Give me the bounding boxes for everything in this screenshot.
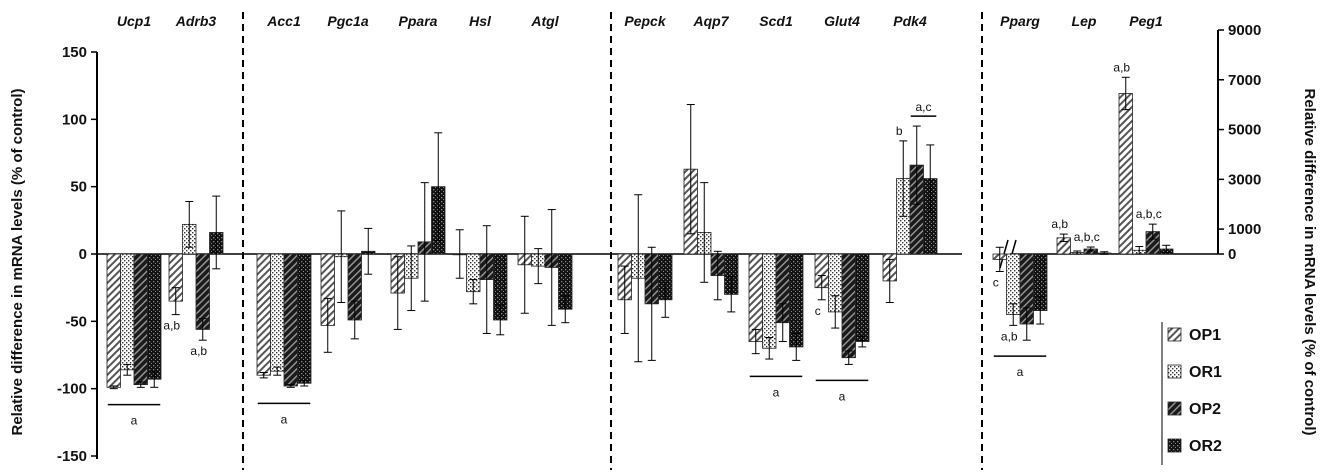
significance-label: a,c — [915, 100, 931, 114]
bar-Acc1-OP2 — [283, 253, 298, 387]
y-tick-right-label: 9000 — [1228, 22, 1261, 39]
significance-label: a,b — [1001, 329, 1018, 343]
legend-swatch — [1167, 401, 1182, 416]
bar-Glut4-OP2 — [841, 253, 856, 359]
gene-label: Pparg — [1000, 13, 1040, 29]
gene-label: Atgl — [530, 13, 559, 29]
legend-label: OP2 — [1189, 401, 1221, 418]
significance-label: a,b — [163, 319, 180, 333]
bar-Scd1-OP1 — [748, 253, 763, 342]
group-bracket-label: a — [773, 385, 780, 399]
bar-Acc1-OR1 — [270, 253, 285, 372]
group-bracket-label: a — [131, 414, 138, 428]
y-tick-left-label: 0 — [79, 246, 87, 263]
axes — [91, 12, 1224, 470]
significance-label: a,b — [1113, 60, 1130, 74]
gene-label: Pdk4 — [893, 13, 927, 29]
y-tick-right-label: 0 — [1228, 246, 1236, 263]
legend-label: OR2 — [1189, 438, 1222, 455]
legend-swatch — [1167, 327, 1182, 342]
legend-label: OP1 — [1189, 327, 1221, 344]
group-bracket-label: a — [839, 389, 846, 403]
bar-Acc1-OR2 — [297, 253, 312, 384]
gene-label: Scd1 — [759, 13, 793, 29]
bar-Glut4-OR2 — [855, 253, 870, 342]
significance-label: c — [993, 276, 999, 290]
y-tick-left-label: -50 — [65, 313, 87, 330]
y-tick-right-label: 5000 — [1228, 122, 1261, 139]
labels: 150 100 50 0 -50 -100 -150 9000 7000 5000 3000 1000… — [9, 13, 1318, 465]
legend: OP1 OR1 OP2 OR2 — [1161, 322, 1222, 465]
y-tick-right-label: 1000 — [1228, 221, 1261, 238]
gene-label: Hsl — [469, 13, 492, 29]
bar-Ucp1-OR1 — [120, 253, 135, 371]
bar-Ucp1-OP2 — [133, 253, 148, 386]
significance-label: c — [815, 304, 821, 318]
group-bracket-label: a — [281, 412, 288, 426]
gene-label: Glut4 — [824, 13, 860, 29]
y-axis-left-title: Relative difference in mRNA levels (% of… — [9, 88, 26, 435]
significance-label: a,b — [1051, 217, 1068, 231]
y-tick-left-label: 100 — [62, 111, 87, 128]
y-tick-left-label: 150 — [62, 44, 87, 61]
significance-label: a,b — [190, 344, 207, 358]
gene-label: Acc1 — [266, 13, 301, 29]
bars — [106, 76, 1174, 390]
legend-label: OR1 — [1189, 364, 1222, 381]
y-tick-right-label: 3000 — [1228, 171, 1261, 188]
gene-label: Adrb3 — [175, 13, 217, 29]
y-tick-left-label: -150 — [57, 448, 87, 465]
group-bracket-label: a — [1017, 365, 1024, 379]
bar-Ucp1-OP1 — [106, 253, 121, 388]
gene-label: Pgc1a — [327, 13, 368, 29]
legend-swatch — [1167, 364, 1182, 379]
significance-label: b — [896, 124, 903, 138]
y-tick-left-label: 50 — [70, 179, 87, 196]
bar-Acc1-OP1 — [256, 253, 271, 376]
bar-Adrb3-OP2 — [195, 253, 210, 330]
gene-label: Lep — [1072, 13, 1097, 29]
significance-label: a,b,c — [1136, 207, 1162, 221]
y-tick-right-label: 7000 — [1228, 72, 1261, 89]
gene-label: Pepck — [624, 13, 666, 29]
significance-label: a,b,c — [1074, 230, 1100, 244]
y-axis-right-title: Relative difference in mRNA levels (% of… — [1301, 88, 1318, 435]
bar-Peg1-OP1 — [1118, 93, 1133, 255]
gene-label: Ucp1 — [117, 13, 151, 29]
gene-label: Ppara — [399, 13, 438, 29]
gene-label: Aqp7 — [693, 13, 730, 29]
gene-label: Peg1 — [1129, 13, 1163, 29]
bar-Ucp1-OR2 — [147, 253, 162, 380]
legend-swatch — [1167, 438, 1182, 453]
y-tick-left-label: -100 — [57, 381, 87, 398]
bar-Scd1-OR1 — [762, 253, 777, 349]
